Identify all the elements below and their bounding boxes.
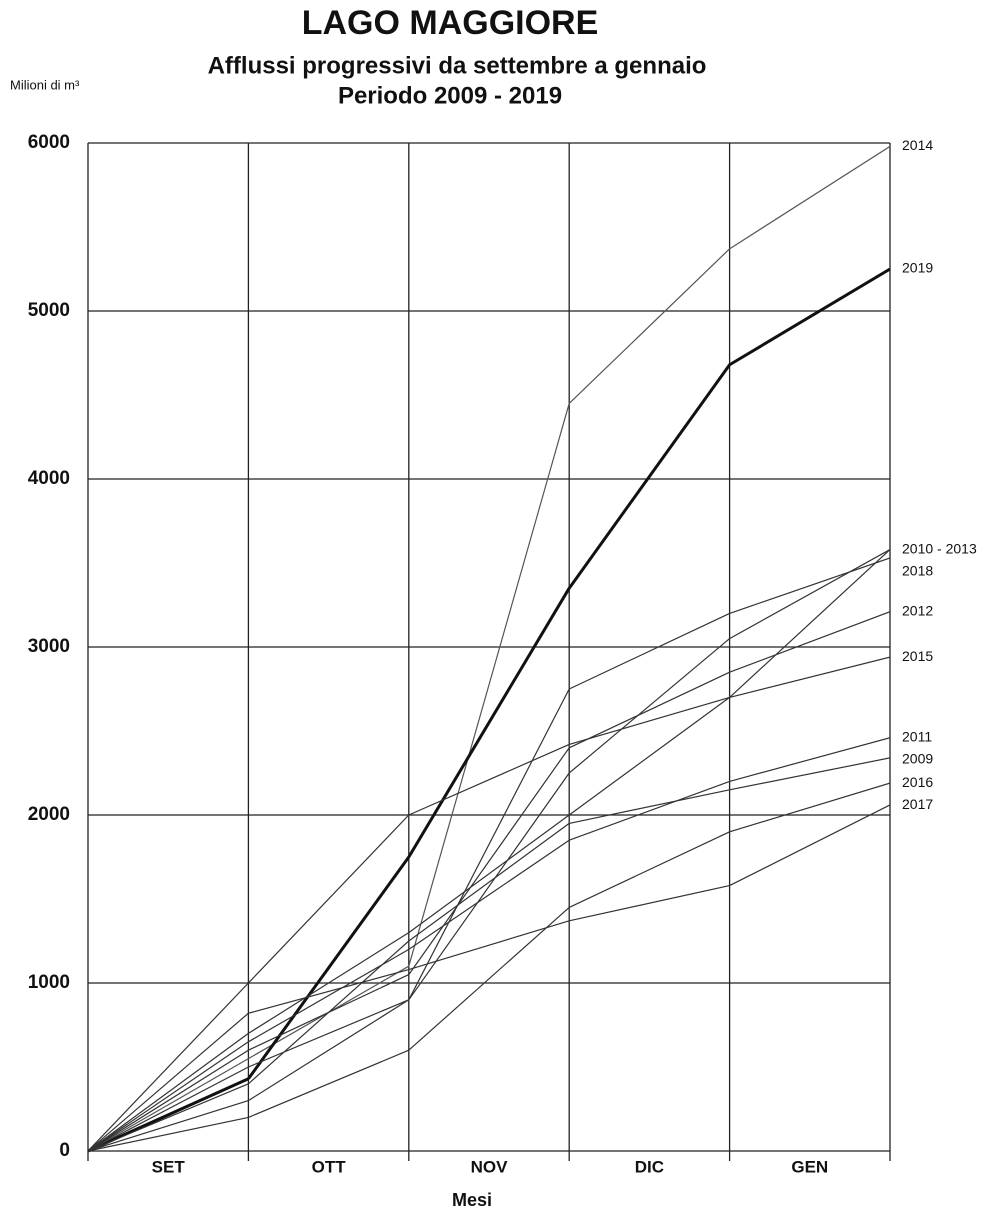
series-line xyxy=(248,549,891,1102)
line-lead xyxy=(87,1012,249,1152)
x-tick-label: OTT xyxy=(312,1157,347,1176)
y-tick-label: 3000 xyxy=(28,636,70,657)
y-tick-label: 6000 xyxy=(28,132,70,153)
x-axis-label: Mesi xyxy=(452,1190,492,1210)
x-tick-label: NOV xyxy=(471,1157,509,1176)
series-label: 2017 xyxy=(902,796,933,812)
series-line xyxy=(248,757,891,1085)
series-label: 2012 xyxy=(902,602,933,618)
y-tick-label: 2000 xyxy=(28,804,70,825)
series-label: 2019 xyxy=(902,260,933,276)
line-lead xyxy=(87,1058,249,1152)
series-label: 2016 xyxy=(902,774,933,790)
series-line xyxy=(248,557,891,1068)
line-lead xyxy=(87,1083,249,1152)
series-label: 2010 - 2013 xyxy=(902,540,977,556)
chart-subtitle: Afflussi progressivi da settembre a genn… xyxy=(208,52,707,79)
series-label: 2015 xyxy=(902,648,933,664)
series-label: 2011 xyxy=(902,728,932,744)
x-tick-label: GEN xyxy=(791,1157,828,1176)
line-lead xyxy=(87,1041,249,1152)
series-line xyxy=(248,737,891,1043)
series-label: 2014 xyxy=(902,137,933,153)
line-lead xyxy=(87,1049,249,1152)
y-tick-label: 4000 xyxy=(28,468,70,489)
series-line xyxy=(248,804,891,1014)
y-axis-label: Milioni di m³ xyxy=(10,77,80,92)
series-line xyxy=(248,782,891,1118)
series-label: 2018 xyxy=(902,562,933,578)
line-lead xyxy=(87,982,249,1152)
series-label: 2009 xyxy=(902,750,933,766)
line-lead xyxy=(87,1116,249,1152)
series-line xyxy=(247,267,891,1080)
line-lead xyxy=(87,1100,249,1152)
series-line xyxy=(247,656,891,984)
y-tick-label: 0 xyxy=(59,1140,70,1161)
chart-subtitle: Periodo 2009 - 2019 xyxy=(338,82,562,109)
y-tick-label: 1000 xyxy=(28,972,70,993)
series-line xyxy=(248,611,891,1051)
line-lead xyxy=(87,1032,249,1152)
chart-title: LAGO MAGGIORE xyxy=(302,4,599,42)
series-line xyxy=(248,145,891,1060)
line-lead xyxy=(87,1066,249,1152)
line-lead xyxy=(87,1077,250,1153)
y-tick-label: 5000 xyxy=(28,300,70,321)
x-tick-label: SET xyxy=(152,1157,186,1176)
series-line xyxy=(248,549,891,1034)
x-tick-label: DIC xyxy=(635,1157,664,1176)
